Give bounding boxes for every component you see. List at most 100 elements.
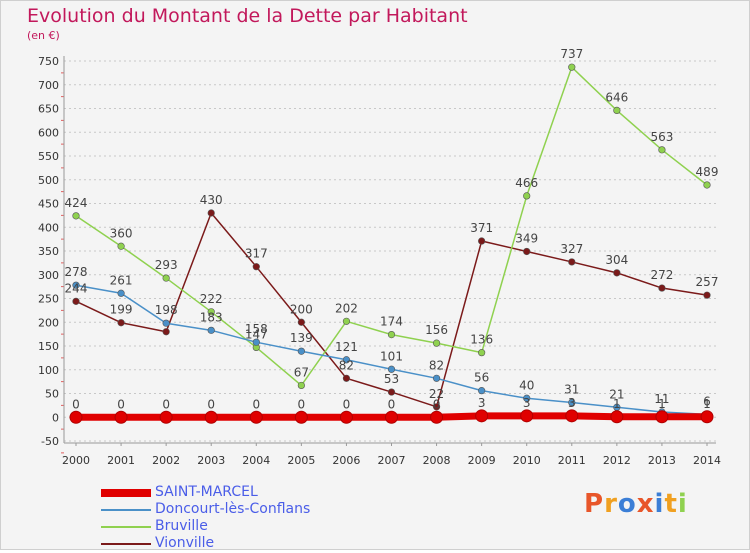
data-point [297,318,305,326]
y-tick-label: -50 [41,435,59,448]
logo-letter: P [584,489,605,519]
data-label: 466 [515,176,538,190]
data-label: 136 [470,333,493,347]
data-label: 198 [155,303,178,317]
x-tick-label: 2002 [152,454,180,467]
data-label: 293 [155,258,178,272]
legend-swatch [101,509,151,511]
x-tick-label: 2010 [513,454,541,467]
data-point [658,146,666,154]
grid [64,56,716,442]
data-point [159,410,173,424]
data-label: 327 [560,242,583,256]
data-point [204,410,218,424]
y-tick-label: 450 [38,198,59,211]
data-point [207,308,215,316]
x-tick-label: 2013 [648,454,676,467]
data-point [342,317,351,325]
data-label: 82 [339,358,354,372]
series-group [69,63,714,424]
legend: SAINT-MARCEL Doncourt-lès-Conflans Bruvill… [101,484,341,553]
data-label: 0 [388,397,396,411]
data-point [117,319,125,327]
y-tick-label: 500 [38,174,59,187]
logo-letter: x [636,489,655,519]
logo-letter: r [604,489,618,519]
chart-subtitle: (en €) [27,29,60,42]
data-point [613,106,621,114]
data-label: 737 [560,47,583,61]
data-point [565,409,579,423]
data-label: 0 [343,397,351,411]
data-point [72,212,80,220]
data-point [207,209,215,217]
data-point [475,409,489,423]
legend-item: Vionville [101,535,341,553]
legend-label: SAINT-MARCEL [155,484,258,500]
y-tick-label: 350 [38,245,59,258]
data-label: 257 [696,275,719,289]
data-point [117,289,125,297]
data-point [342,374,351,382]
data-point [117,242,125,250]
data-label: 101 [380,349,403,363]
data-point [162,319,170,327]
data-point [69,410,83,424]
legend-label: Doncourt-lès-Conflans [155,501,311,517]
data-label: 0 [117,397,125,411]
data-point [478,349,486,357]
data-label: 158 [245,322,268,336]
data-point [114,410,128,424]
data-point [700,410,714,424]
data-point [385,410,398,424]
x-tick-label: 2007 [378,454,406,467]
data-label: 53 [384,372,399,386]
data-label: 82 [429,358,444,372]
data-label: 22 [429,387,444,401]
data-point [249,410,263,424]
proxiti-logo: Proxiti [584,489,688,519]
data-label: 272 [650,268,673,282]
x-tick-label: 2008 [423,454,451,467]
axes: -500501001502002503003504004505005506006… [38,55,721,467]
data-label: 244 [65,281,88,295]
data-point [339,410,353,424]
legend-item: SAINT-MARCEL [101,484,341,502]
legend-swatch [101,543,151,545]
data-label: 430 [200,193,223,207]
data-label: 0 [252,397,260,411]
data-label: 199 [110,303,133,317]
y-tick-label: 300 [38,269,59,282]
y-tick-label: 400 [38,221,59,234]
y-tick-label: 550 [38,150,59,163]
legend-item: Bruville [101,518,341,536]
y-tick-label: 600 [38,126,59,139]
data-point [523,247,531,256]
data-label: 156 [425,323,448,337]
data-label: 424 [65,196,88,210]
data-label: 202 [335,301,358,315]
x-tick-label: 2003 [197,454,225,467]
data-point [568,258,576,266]
data-label: 3 [523,396,531,410]
data-point [703,181,711,189]
data-point [72,281,80,289]
data-point [655,410,669,424]
y-tick-label: 50 [45,388,59,401]
data-point [430,410,444,424]
data-label: 183 [200,310,223,324]
data-label: 121 [335,340,358,354]
x-tick-label: 2001 [107,454,135,467]
data-point [478,237,486,245]
logo-letter: t [664,489,678,519]
data-point [658,284,666,292]
data-point [432,403,441,411]
y-tick-label: 650 [38,103,59,116]
data-point [162,328,170,336]
data-label: 67 [294,365,309,379]
data-label: 489 [696,165,719,179]
data-point [703,291,711,299]
data-label: 1 [613,397,621,411]
